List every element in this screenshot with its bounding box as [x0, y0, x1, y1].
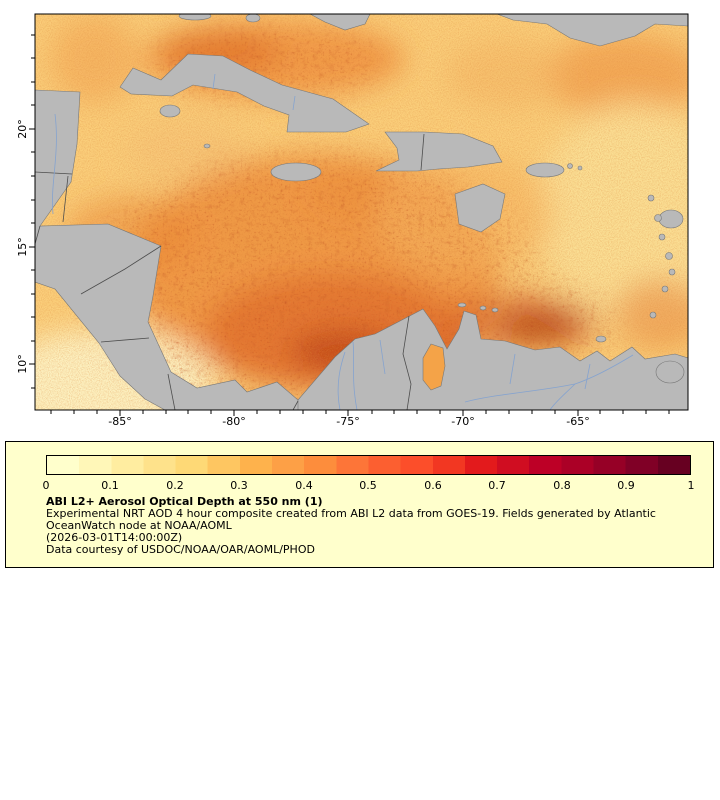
y-axis-minor-ticks: [31, 34, 35, 389]
lat-label-15: 15°: [16, 237, 29, 257]
y-axis-major-ticks: [29, 128, 35, 365]
colorbar-tick: 0.6: [424, 479, 442, 492]
legend-description-line2: OceanWatch node at NOAA/AOML: [46, 519, 232, 532]
colorbar-tick: 0.8: [553, 479, 571, 492]
x-axis-major-ticks: [119, 410, 579, 416]
land-masses: [35, 14, 688, 410]
map-frame: [34, 13, 689, 411]
lon-label-m80: -80°: [222, 415, 245, 428]
axis-ticks: [29, 34, 670, 416]
colorbar-tick: 0.3: [230, 479, 248, 492]
colorbar-tick: 0.1: [101, 479, 119, 492]
colorbar-tick: 0.4: [295, 479, 313, 492]
colorbar-tick: 1: [687, 479, 695, 492]
legend-timestamp: (2026-03-01T14:00:00Z): [46, 531, 183, 544]
lake-maracaibo: [422, 343, 446, 391]
lon-label-m65: -65°: [566, 415, 589, 428]
colorbar-tick: 0.2: [166, 479, 184, 492]
colorbar-tick: 0.5: [359, 479, 377, 492]
aod-map-figure: 20° 15° 10° -85° -80° -75° -70° -65°: [16, 13, 689, 428]
legend-panel: 0 0.1 0.2 0.3 0.4 0.5 0.6 0.7 0.8 0.9 1 …: [5, 441, 714, 568]
x-axis-minor-ticks: [50, 410, 670, 414]
map-plot-area: [35, 14, 688, 410]
lon-label-m75: -75°: [336, 415, 359, 428]
lon-label-m85: -85°: [108, 415, 131, 428]
legend-courtesy: Data courtesy of USDOC/NOAA/OAR/AOML/PHO…: [46, 543, 315, 556]
country-borders: [35, 133, 425, 410]
x-axis-labels: -85° -80° -75° -70° -65°: [108, 415, 589, 428]
colorbar-tick: 0: [42, 479, 50, 492]
colorbar-tick: 0.7: [488, 479, 506, 492]
legend-text-block: ABI L2+ Aerosol Optical Depth at 550 nm …: [46, 496, 656, 556]
legend-title: ABI L2+ Aerosol Optical Depth at 550 nm …: [46, 495, 323, 508]
lon-label-m70: -70°: [451, 415, 474, 428]
lat-label-20: 20°: [16, 119, 29, 139]
y-axis-labels: 20° 15° 10°: [16, 119, 29, 374]
legend-description-line1: Experimental NRT AOD 4 hour composite cr…: [46, 507, 656, 520]
lat-label-10: 10°: [16, 354, 29, 374]
colorbar: [46, 455, 691, 475]
rivers: [52, 73, 634, 410]
colorbar-tick: 0.9: [617, 479, 635, 492]
